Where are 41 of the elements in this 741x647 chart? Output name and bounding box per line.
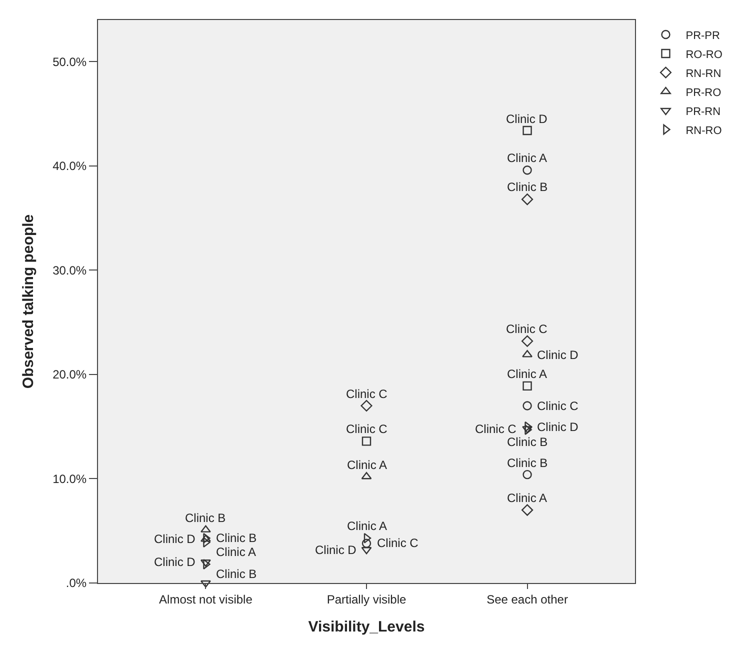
annotation: Clinic C <box>346 422 388 436</box>
y-tick-label: .0% <box>66 576 87 590</box>
x-axis-title: Visibility_Levels <box>308 618 425 636</box>
annotation: Clinic B <box>507 180 548 194</box>
annotation: Clinic D <box>154 555 196 569</box>
y-tick-label: 20.0% <box>52 368 87 382</box>
annotation: Clinic D <box>537 420 579 434</box>
y-tick-label: 10.0% <box>52 472 87 486</box>
annotation: Clinic D <box>154 532 196 546</box>
annotation: Clinic A <box>507 367 548 381</box>
annotation: Clinic A <box>347 519 388 533</box>
legend-label: RN-RO <box>686 124 722 137</box>
annotation: Clinic D <box>506 112 548 126</box>
annotation: Clinic C <box>475 422 517 436</box>
annotation: Clinic B <box>216 531 257 545</box>
annotation: Clinic B <box>185 511 226 525</box>
legend-label: PR-RN <box>686 106 721 118</box>
annotation: Clinic A <box>507 151 548 165</box>
legend-label: RO-RO <box>686 48 723 61</box>
y-tick-label: 50.0% <box>52 54 87 69</box>
y-axis-title: Observed talking people <box>20 214 37 389</box>
x-tick-label: Almost not visible <box>159 592 253 606</box>
annotation: Clinic C <box>506 322 548 336</box>
annotation: Clinic D <box>315 543 357 557</box>
legend-label: PR-RO <box>686 86 722 99</box>
annotation: Clinic A <box>216 545 256 559</box>
annotation: Clinic C <box>346 387 388 401</box>
y-tick-label: 30.0% <box>52 263 87 278</box>
legend-label: RN-RN <box>686 68 722 80</box>
annotation: Clinic D <box>537 348 579 362</box>
legend-label: PR-PR <box>686 30 720 42</box>
annotation: Clinic A <box>507 491 548 505</box>
annotation: Clinic C <box>377 536 419 550</box>
annotation: Clinic B <box>507 456 548 470</box>
annotation: Clinic B <box>507 435 548 449</box>
y-tick-label: 40.0% <box>52 159 87 174</box>
annotation: Clinic B <box>216 567 257 581</box>
annotation: Clinic C <box>537 399 579 413</box>
annotation: Clinic A <box>347 458 388 472</box>
x-tick-label: Partially visible <box>326 592 407 606</box>
x-tick-label: See each other <box>486 592 568 606</box>
